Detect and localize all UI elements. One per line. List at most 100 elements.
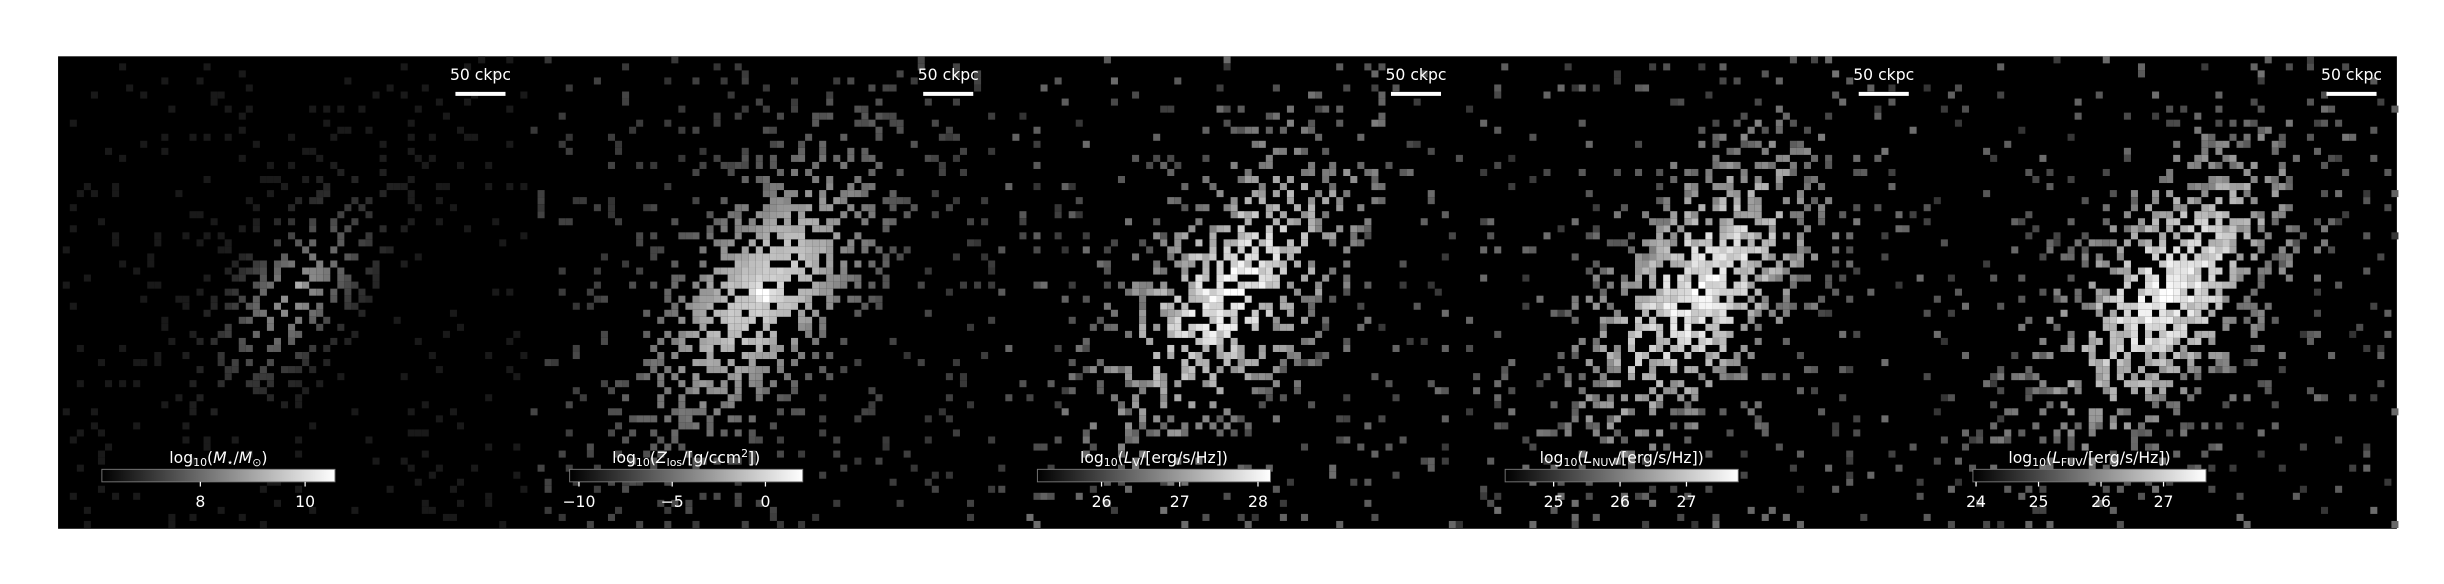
pixel bbox=[1378, 197, 1386, 205]
pixel bbox=[76, 464, 84, 472]
pixel bbox=[812, 112, 820, 120]
pixel bbox=[1846, 478, 1854, 486]
pixel bbox=[2116, 337, 2124, 345]
pixel bbox=[748, 415, 756, 423]
pixel bbox=[1677, 337, 1685, 345]
pixel bbox=[1592, 302, 1600, 310]
pixel bbox=[1796, 520, 1804, 528]
pixel bbox=[2201, 218, 2209, 226]
pixel bbox=[727, 373, 735, 381]
pixel bbox=[2025, 387, 2033, 395]
pixel bbox=[1012, 133, 1020, 141]
pixel bbox=[2180, 274, 2188, 282]
pixel bbox=[1825, 197, 1833, 205]
pixel bbox=[1293, 380, 1302, 388]
pixel bbox=[924, 436, 932, 444]
pixel bbox=[1642, 295, 1650, 303]
pixel bbox=[833, 450, 841, 458]
pixel bbox=[945, 288, 953, 296]
pixel bbox=[1747, 309, 1755, 317]
pixel bbox=[1726, 253, 1734, 261]
pixel bbox=[2194, 366, 2202, 374]
pixel bbox=[1244, 316, 1252, 324]
pixel bbox=[97, 359, 106, 367]
pixel bbox=[1712, 309, 1720, 317]
pixel bbox=[414, 253, 422, 261]
pixel bbox=[2074, 380, 2082, 388]
pixel bbox=[1719, 302, 1727, 310]
pixel bbox=[2321, 225, 2329, 233]
pixel bbox=[840, 267, 848, 275]
pixel bbox=[622, 260, 630, 268]
pixel bbox=[1846, 260, 1854, 268]
pixel bbox=[805, 260, 813, 268]
pixel bbox=[2384, 204, 2392, 212]
pixel bbox=[1536, 380, 1544, 388]
pixel bbox=[238, 316, 246, 324]
pixel bbox=[664, 309, 672, 317]
pixel bbox=[1740, 253, 1748, 261]
pixel bbox=[2243, 183, 2251, 191]
pixel bbox=[2180, 295, 2188, 303]
pixel bbox=[882, 112, 890, 120]
pixel bbox=[1033, 246, 1041, 254]
pixel bbox=[1473, 387, 1481, 395]
pixel bbox=[537, 197, 545, 205]
pixel bbox=[1279, 183, 1287, 191]
pixel bbox=[351, 197, 359, 205]
pixel bbox=[1719, 359, 1727, 367]
pixel bbox=[664, 366, 672, 374]
pixel bbox=[1301, 147, 1309, 155]
pixel bbox=[2229, 119, 2237, 127]
pixel bbox=[966, 323, 975, 331]
pixel bbox=[1181, 330, 1189, 338]
pixel bbox=[1543, 429, 1551, 437]
pixel bbox=[1223, 492, 1231, 500]
pixel bbox=[365, 197, 373, 205]
pixel bbox=[1592, 380, 1600, 388]
pixel bbox=[2201, 246, 2209, 254]
pixel bbox=[252, 373, 260, 381]
pixel bbox=[678, 295, 686, 303]
pixel bbox=[1585, 140, 1593, 148]
pixel bbox=[685, 422, 693, 430]
pixel bbox=[1061, 183, 1069, 191]
pixel bbox=[791, 105, 799, 113]
pixel bbox=[791, 387, 799, 395]
pixel bbox=[1279, 246, 1287, 254]
pixel bbox=[1054, 232, 1062, 240]
pixel bbox=[861, 218, 869, 226]
pixel bbox=[1543, 232, 1551, 240]
pixel bbox=[607, 161, 616, 169]
pixel bbox=[692, 387, 700, 395]
pixel bbox=[210, 218, 218, 226]
pixel bbox=[266, 161, 274, 169]
pixel bbox=[551, 359, 559, 367]
pixel bbox=[1599, 373, 1607, 381]
pixel bbox=[840, 246, 848, 254]
pixel bbox=[812, 513, 820, 521]
pixel bbox=[2264, 56, 2272, 64]
pixel bbox=[2032, 506, 2040, 514]
pixel bbox=[485, 161, 493, 169]
pixel bbox=[1223, 351, 1231, 360]
pixel bbox=[2208, 253, 2216, 261]
pixel bbox=[2264, 380, 2272, 388]
pixel bbox=[2102, 464, 2110, 472]
pixel bbox=[1125, 366, 1133, 374]
pixel bbox=[252, 225, 260, 233]
pixel bbox=[295, 330, 303, 338]
pixel bbox=[734, 225, 742, 233]
pixel bbox=[755, 366, 763, 374]
pixel bbox=[1251, 267, 1259, 275]
pixel bbox=[1670, 323, 1678, 331]
pixel bbox=[1782, 309, 1790, 317]
pixel bbox=[1132, 457, 1140, 465]
pixel bbox=[678, 422, 686, 430]
pixel bbox=[351, 302, 359, 310]
pixel bbox=[1529, 443, 1537, 451]
pixel bbox=[344, 204, 352, 212]
pixel bbox=[259, 520, 267, 528]
pixel bbox=[1550, 401, 1558, 409]
pixel bbox=[1592, 232, 1600, 240]
